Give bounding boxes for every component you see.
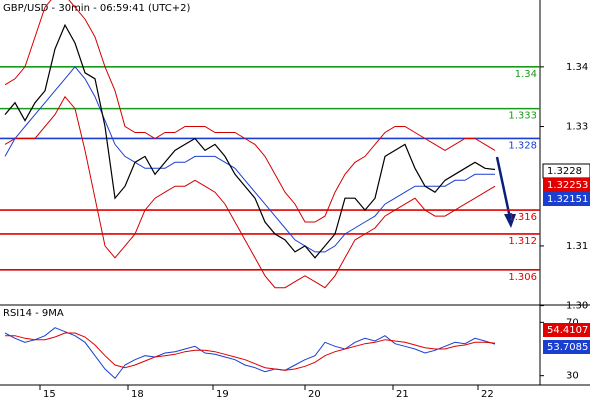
level-label: 1.34 bbox=[515, 69, 537, 80]
chart-title: GBP/USD - 30min - 06:59:41 (UTC+2) bbox=[3, 3, 190, 14]
value-box bbox=[543, 178, 590, 192]
value-box-label: 53.7085 bbox=[547, 342, 588, 353]
value-box-label: 1.32151 bbox=[547, 194, 588, 205]
level-label: 1.333 bbox=[508, 111, 537, 122]
series-line bbox=[4, 0, 496, 223]
y-tick-label: 1.31 bbox=[566, 241, 588, 252]
value-box-label: 1.3228 bbox=[547, 166, 582, 177]
series-line bbox=[4, 66, 495, 253]
level-label: 1.328 bbox=[508, 140, 537, 151]
x-tick-label: 20 bbox=[308, 389, 321, 400]
x-tick-label: 22 bbox=[481, 389, 494, 400]
level-label: 1.316 bbox=[508, 212, 537, 223]
panel-title: RSI14 - 9MA bbox=[3, 308, 64, 319]
value-box-label: 1.32253 bbox=[547, 180, 588, 191]
x-tick-label: 15 bbox=[43, 389, 56, 400]
value-box bbox=[543, 340, 590, 354]
y-tick-label: 70 bbox=[566, 317, 579, 328]
value-box bbox=[543, 323, 590, 337]
y-tick-label: 1.30 bbox=[566, 301, 588, 312]
level-label: 1.306 bbox=[508, 272, 537, 283]
series-line bbox=[5, 332, 496, 371]
x-tick-label: 19 bbox=[216, 389, 229, 400]
y-tick-label: 1.33 bbox=[566, 122, 588, 133]
series-line bbox=[4, 23, 496, 259]
x-tick-label: 21 bbox=[396, 389, 409, 400]
value-box-label: 54.4107 bbox=[547, 325, 588, 336]
y-tick-label: 1.34 bbox=[566, 62, 588, 73]
x-tick-label: 18 bbox=[131, 389, 144, 400]
level-label: 1.312 bbox=[508, 236, 537, 247]
forecast-arrow bbox=[495, 156, 512, 219]
series-line bbox=[4, 327, 496, 380]
series-line bbox=[4, 95, 496, 289]
value-box bbox=[543, 192, 590, 206]
forecast-arrowhead bbox=[504, 214, 516, 228]
y-tick-label: 30 bbox=[566, 371, 579, 382]
